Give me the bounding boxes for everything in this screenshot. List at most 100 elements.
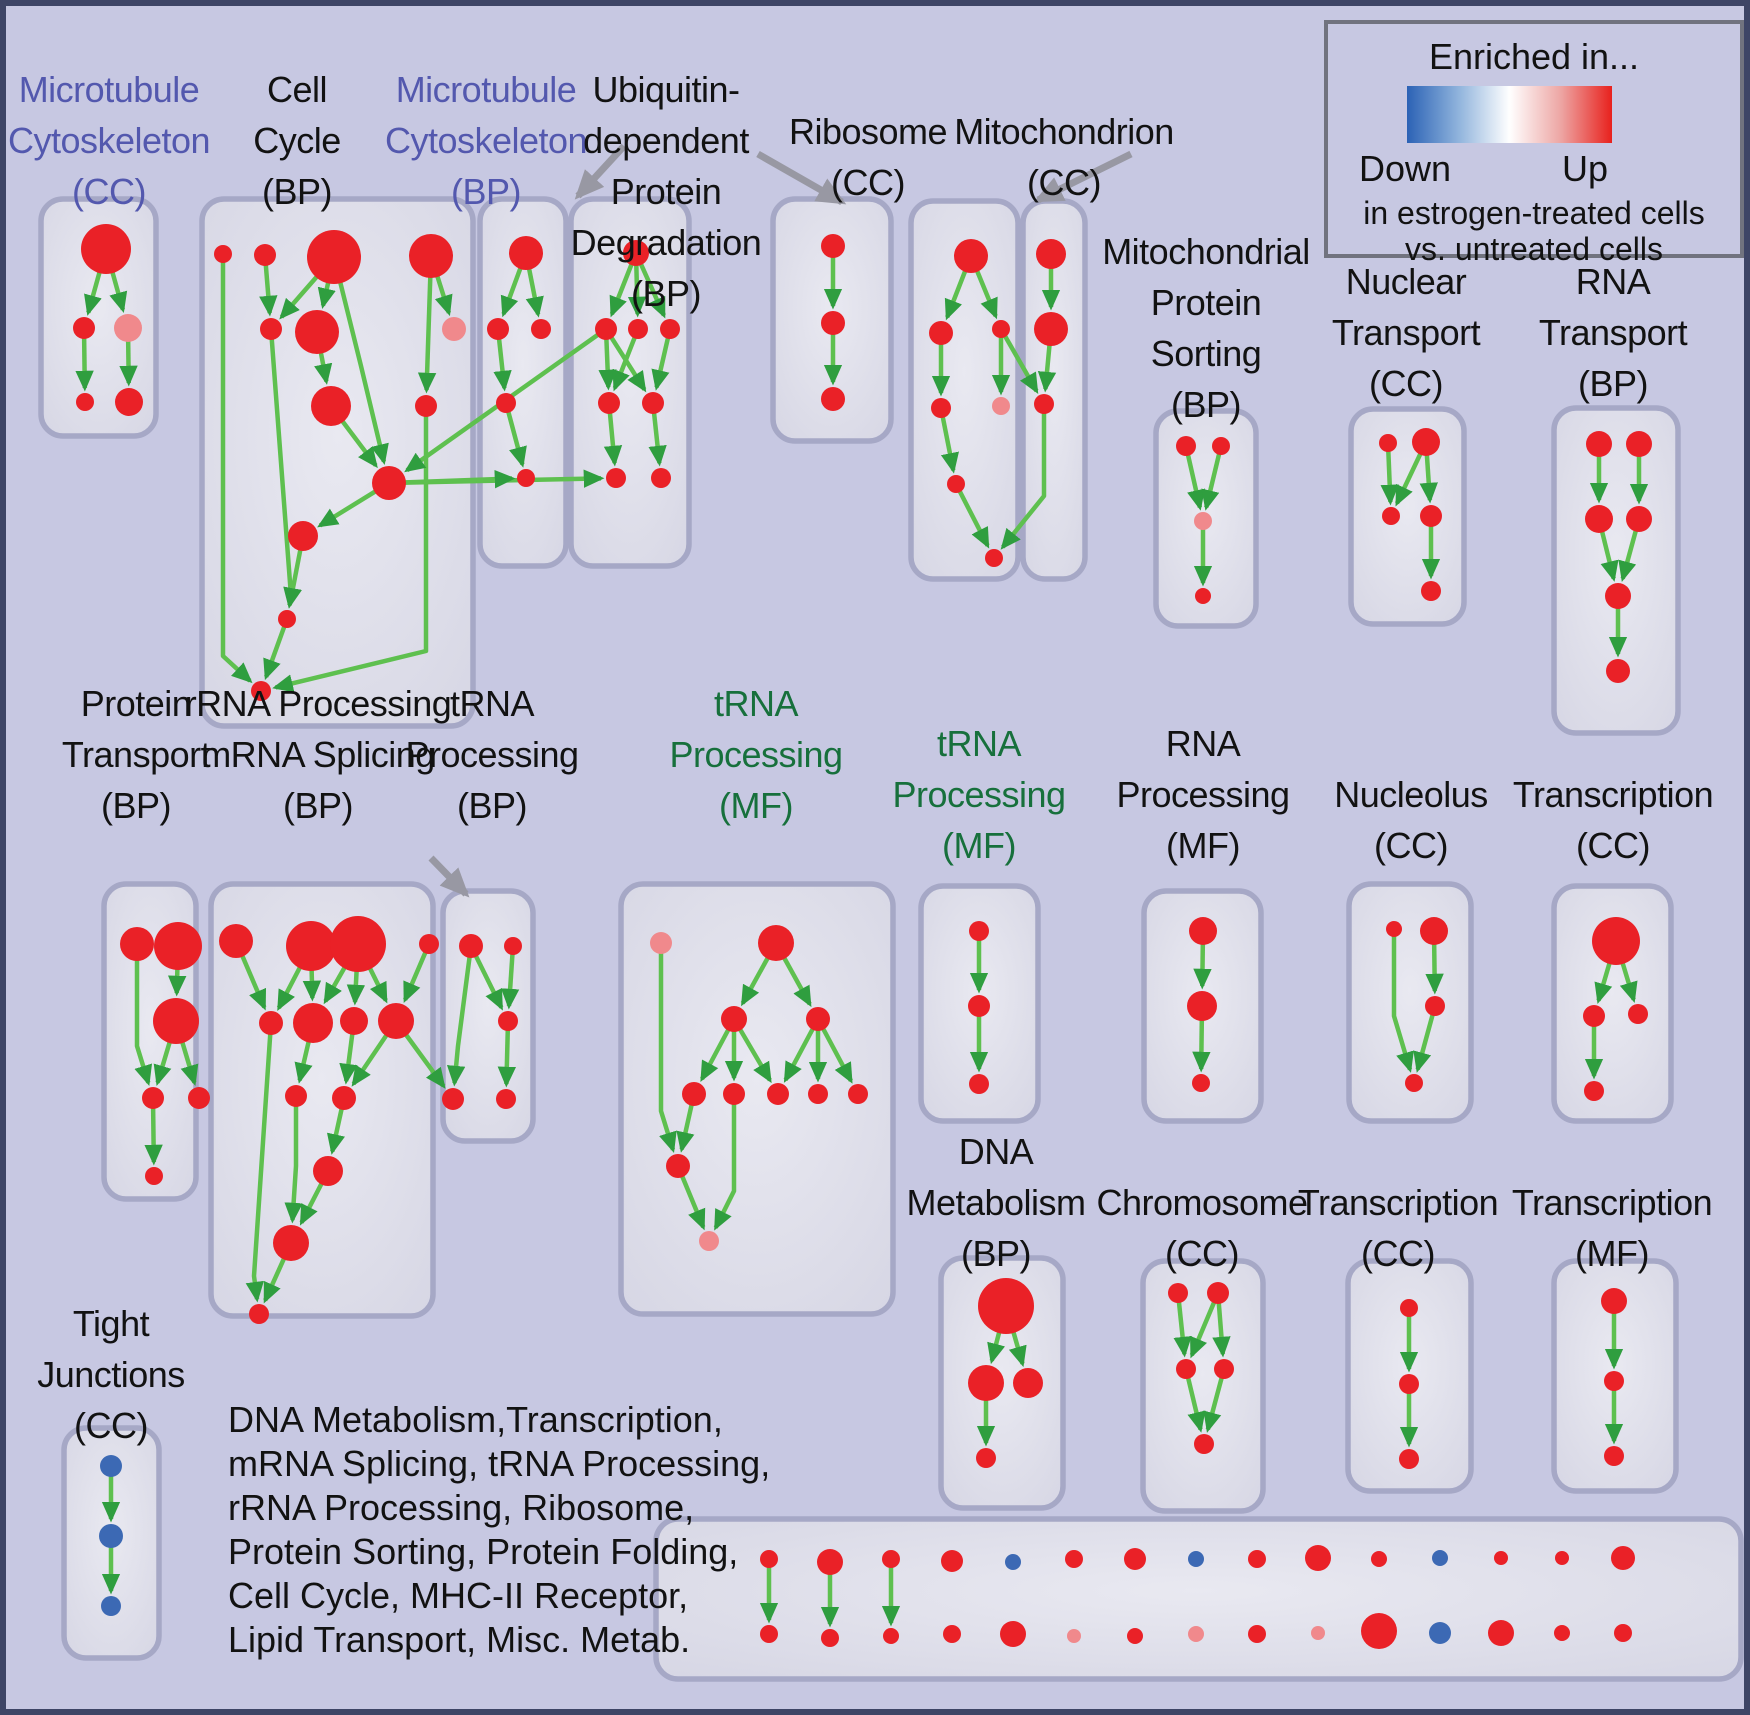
- go-term-node-tight-junctions: [99, 1524, 123, 1548]
- go-term-node-rrna: [340, 1007, 368, 1035]
- go-term-node-misc-metab: [1432, 1550, 1448, 1566]
- go-term-node-ubiquitin-1: [623, 240, 649, 266]
- go-term-node-misc-metab: [1000, 1621, 1026, 1647]
- go-term-node-cell-cycle: [372, 466, 406, 500]
- go-term-node-mito-sorting: [1194, 512, 1212, 530]
- go-term-node-trna-mf-small: [969, 921, 989, 941]
- go-term-node-transcription-cc-bot: [1400, 1299, 1418, 1317]
- go-term-node-misc-metab: [1429, 1622, 1451, 1644]
- go-term-node-dna-metabolism: [968, 1365, 1004, 1401]
- go-term-node-rrna: [419, 934, 439, 954]
- edge-arrow-nucleolus: [1391, 929, 1414, 1073]
- go-term-node-trna-mf-small: [968, 995, 990, 1017]
- go-term-node-misc-metab: [1127, 1628, 1143, 1644]
- go-term-node-chromosome: [1168, 1283, 1188, 1303]
- go-term-node-cell-cycle: [254, 244, 276, 266]
- edge-arrow-trna-bp: [446, 945, 474, 1087]
- edge-arrow-rrna: [402, 943, 432, 1004]
- edge-arrow-ubiquitin-1: [604, 327, 647, 393]
- go-term-node-ribosome: [947, 475, 965, 493]
- go-term-node-transcription-mf: [1601, 1288, 1627, 1314]
- go-term-node-cell-cycle: [307, 230, 361, 284]
- go-term-node-misc-metab: [817, 1549, 843, 1575]
- go-term-node-misc-metab: [943, 1625, 961, 1643]
- go-term-node-trna-bp: [442, 1088, 464, 1110]
- go-term-node-ubiquitin-1: [606, 468, 626, 488]
- go-term-node-ubiquitin-1: [595, 318, 617, 340]
- edge-arrow-cross-cluster: [388, 469, 516, 489]
- go-term-node-rna-transport: [1585, 505, 1613, 533]
- go-term-node-mt-bp: [496, 393, 516, 413]
- go-term-node-trna-mf-big: [758, 925, 794, 961]
- edge-arrow-ribosome: [938, 407, 959, 474]
- go-term-node-trna-bp: [459, 934, 483, 958]
- misc-cluster-text: DNA Metabolism,Transcription, mRNA Splic…: [228, 1398, 770, 1662]
- go-term-node-protein-transport: [120, 927, 154, 961]
- edge-arrow-cell-cycle: [272, 406, 429, 693]
- go-term-node-rna-transport: [1626, 431, 1652, 457]
- go-term-node-rrna: [219, 924, 253, 958]
- edge-arrow-rrna: [284, 1096, 303, 1224]
- go-term-node-rrna: [332, 1086, 356, 1110]
- edge-arrow-chromosome: [1173, 1292, 1192, 1358]
- go-term-node-ubiquitin-1: [598, 392, 620, 414]
- go-term-node-mt-cc: [81, 224, 131, 274]
- go-term-node-misc-metab: [1248, 1625, 1266, 1643]
- go-term-node-cell-cycle: [288, 521, 318, 551]
- go-term-node-transcription-cc-bot: [1399, 1374, 1419, 1394]
- go-term-node-nucleolus: [1405, 1074, 1423, 1092]
- go-term-node-cell-cycle: [214, 245, 232, 263]
- go-term-node-transcription-cc-mid: [1584, 1081, 1604, 1101]
- go-term-node-misc-metab: [941, 1550, 963, 1572]
- go-term-node-misc-metab: [883, 1628, 899, 1644]
- nodes-layer: [73, 224, 1652, 1649]
- go-term-node-nucleolus: [1420, 917, 1448, 945]
- misc-text-line: Lipid Transport, Misc. Metab.: [228, 1619, 691, 1660]
- go-term-node-ubiquitin-1: [628, 319, 648, 339]
- go-term-node-rrna: [273, 1225, 309, 1261]
- go-term-node-misc-metab: [760, 1550, 778, 1568]
- go-term-node-trna-bp: [504, 937, 522, 955]
- go-term-node-mitochondrion: [1034, 394, 1054, 414]
- go-term-node-cell-cycle: [295, 310, 339, 354]
- go-term-node-protein-transport: [153, 998, 199, 1044]
- go-term-node-nuclear-transport: [1412, 428, 1440, 456]
- go-term-node-mt-bp: [531, 319, 551, 339]
- go-term-node-rrna: [285, 1085, 307, 1107]
- cluster-box-rna-transport: [1551, 405, 1681, 736]
- go-term-node-misc-metab: [1614, 1624, 1632, 1642]
- go-term-node-rna-transport: [1605, 583, 1631, 609]
- edge-arrow-cross-cluster: [999, 327, 1039, 394]
- legend-subtitle-line2: vs. untreated cells: [1405, 231, 1663, 267]
- cluster-box-nuclear-transport: [1348, 406, 1467, 627]
- misc-text-line: mRNA Splicing, tRNA Processing,: [228, 1443, 771, 1484]
- go-term-node-dna-metabolism: [978, 1278, 1034, 1334]
- go-term-node-ubiquitin-1: [660, 319, 680, 339]
- go-term-node-rna-proc-mf: [1187, 991, 1217, 1021]
- go-term-node-mito-sorting: [1195, 588, 1211, 604]
- label-pointer-arrow: [756, 150, 847, 206]
- go-term-node-misc-metab: [1065, 1550, 1083, 1568]
- go-term-node-transcription-mf: [1604, 1371, 1624, 1391]
- go-term-node-nuclear-transport: [1382, 507, 1400, 525]
- go-term-node-trna-mf-big: [682, 1082, 706, 1106]
- legend-title: Enriched in...: [1428, 36, 1640, 77]
- go-term-node-ribosome: [929, 321, 953, 345]
- go-term-node-trna-mf-big: [806, 1007, 830, 1031]
- go-term-node-chromosome: [1207, 1282, 1229, 1304]
- go-term-node-cell-cycle: [442, 317, 466, 341]
- go-term-node-rrna: [313, 1156, 343, 1186]
- go-term-node-misc-metab: [1067, 1629, 1081, 1643]
- go-term-node-ubiquitin-1: [642, 392, 664, 414]
- go-term-node-misc-metab: [1188, 1551, 1204, 1567]
- go-term-node-cell-cycle: [311, 386, 351, 426]
- edge-arrow-nuclear-transport: [1380, 442, 1399, 506]
- edge-arrow-trna-bp: [497, 1020, 517, 1088]
- edge-arrow-cell-cycle: [220, 254, 253, 684]
- go-term-node-trna-mf-big: [723, 1083, 745, 1105]
- go-term-node-mitochondrion: [1034, 312, 1068, 346]
- cluster-box-transcription-cc-mid: [1551, 883, 1674, 1124]
- color-legend: Enriched in... Down Up in estrogen-treat…: [1324, 20, 1744, 267]
- edge-arrow-mito-sorting: [1201, 445, 1224, 511]
